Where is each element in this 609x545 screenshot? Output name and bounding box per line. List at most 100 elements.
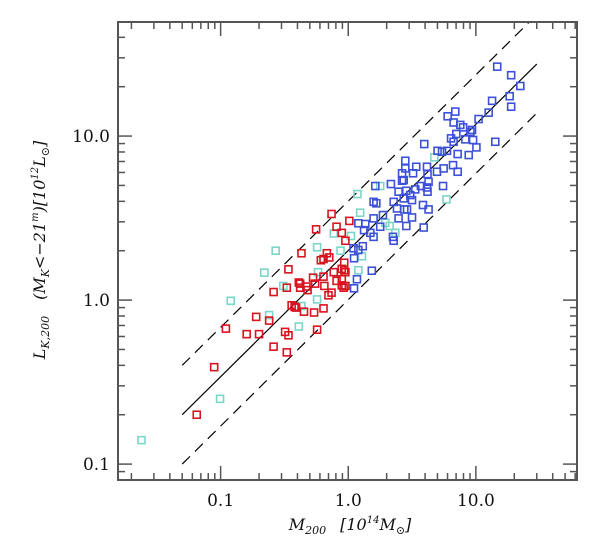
x-label-unit-sup: 14	[367, 515, 380, 526]
data-point-cyan	[355, 208, 365, 218]
data-point-red	[337, 228, 347, 238]
data-point-cyan	[137, 435, 146, 445]
data-point-red	[209, 362, 219, 372]
x-label-sun: ⊙	[396, 524, 405, 537]
x-label-unit-main: M	[378, 515, 396, 534]
x-axis-label: M200 [1014M⊙]	[288, 515, 412, 537]
data-point-blue	[400, 205, 409, 214]
data-point-red	[302, 282, 311, 291]
fit-lines	[181, 22, 538, 465]
data-point-cyan	[353, 189, 362, 199]
data-point-blue	[453, 149, 462, 159]
data-point-blue	[491, 137, 500, 147]
data-point-blue	[438, 181, 448, 191]
y-label-cond-sub: K	[39, 268, 52, 278]
x-label-unit-close: ]	[404, 515, 412, 534]
data-point-blue	[399, 175, 409, 185]
data-points	[137, 62, 525, 445]
dashed-line-lower-scatter	[181, 112, 538, 465]
data-point-cyan	[336, 246, 345, 256]
data-point-red	[345, 216, 354, 226]
data-point-blue	[451, 107, 460, 116]
data-point-blue	[442, 146, 452, 156]
data-point-blue	[371, 181, 380, 191]
data-point-blue	[418, 200, 428, 210]
data-point-blue	[516, 81, 525, 91]
x-tick-label: 1.0	[335, 491, 362, 511]
data-point-cyan	[260, 268, 269, 277]
data-point-red	[282, 283, 292, 292]
data-point-blue	[464, 150, 474, 160]
data-point-blue	[411, 162, 421, 172]
data-point-blue	[424, 177, 433, 187]
data-point-blue	[349, 253, 359, 263]
data-point-blue	[453, 167, 462, 177]
data-point-red	[339, 283, 348, 292]
data-point-cyan	[215, 394, 225, 404]
data-point-red	[339, 265, 349, 275]
data-point-red	[309, 308, 319, 317]
data-point-blue	[378, 210, 388, 220]
data-point-cyan	[226, 296, 236, 306]
data-point-blue	[369, 232, 378, 242]
y-label-sub: K,200	[39, 316, 52, 350]
data-point-blue	[423, 187, 432, 196]
data-point-blue	[419, 223, 428, 232]
data-point-red	[310, 279, 320, 288]
data-point-blue	[405, 190, 415, 200]
data-point-blue	[352, 274, 362, 284]
data-point-blue	[360, 219, 370, 229]
data-point-blue	[407, 195, 417, 205]
x-label-unit-open: [10	[340, 515, 367, 534]
data-point-blue	[458, 123, 468, 132]
data-point-blue	[505, 91, 514, 101]
data-point-blue	[468, 135, 478, 145]
data-point-blue	[358, 241, 368, 251]
y-label-main: L	[30, 349, 49, 361]
data-point-blue	[407, 213, 417, 222]
data-point-red	[192, 410, 202, 420]
data-point-red	[221, 324, 231, 333]
data-point-blue	[484, 108, 493, 117]
data-point-blue	[349, 243, 358, 253]
data-point-blue	[472, 143, 481, 152]
data-point-blue	[354, 218, 363, 228]
y-label-unit-open: [10	[30, 180, 49, 207]
data-point-red	[329, 267, 339, 277]
x-tick-label: 10.0	[457, 491, 495, 511]
data-point-cyan	[294, 322, 304, 331]
solid-fit-line	[181, 63, 538, 416]
data-point-cyan	[271, 246, 280, 256]
y-tick-label: 1.0	[83, 291, 110, 311]
data-point-cyan	[346, 231, 356, 241]
y-label-unit-close: ]	[30, 140, 49, 148]
data-point-red	[290, 302, 299, 312]
dashed-line-upper-scatter	[181, 22, 531, 366]
y-label-unit-sup: 12	[30, 167, 41, 180]
data-point-blue	[466, 127, 475, 137]
data-point-blue	[443, 111, 452, 121]
data-point-blue	[506, 70, 516, 80]
data-point-blue	[492, 62, 502, 71]
data-point-red	[332, 222, 341, 232]
data-point-cyan	[313, 267, 323, 277]
data-point-red	[327, 209, 336, 219]
data-point-blue	[433, 146, 442, 156]
data-point-red	[332, 276, 341, 286]
data-point-red	[316, 255, 326, 265]
data-point-red	[284, 330, 293, 340]
data-point-blue	[424, 205, 433, 214]
data-point-blue	[394, 214, 403, 223]
data-point-red	[324, 253, 334, 262]
y-label-sun: ⊙	[39, 147, 52, 156]
data-point-blue	[487, 96, 497, 106]
data-point-red	[319, 254, 328, 264]
data-point-red	[254, 329, 264, 339]
data-point-blue	[449, 137, 458, 147]
data-point-cyan	[312, 242, 322, 252]
x-tick-label: 0.1	[207, 491, 234, 511]
data-point-cyan	[442, 195, 451, 204]
data-point-red	[319, 272, 328, 281]
data-point-blue	[375, 222, 385, 232]
